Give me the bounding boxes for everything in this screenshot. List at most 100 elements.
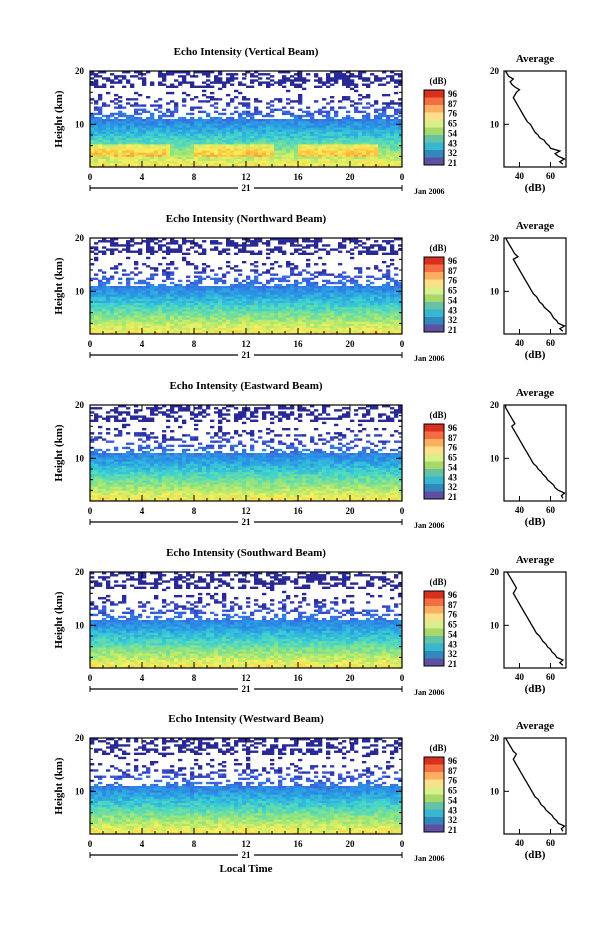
heatmap-cell [166,292,171,295]
heatmap-cell [266,112,271,116]
heatmap-cell [130,131,135,134]
heatmap-cell [118,288,123,291]
heatmap-cell [374,317,379,320]
heatmap-cell [142,135,147,139]
heatmap-cell [118,302,123,306]
heatmap-cell [358,156,363,159]
heatmap-cell [358,110,363,114]
heatmap-cell [174,311,179,314]
heatmap-cell [326,250,331,253]
heatmap-cell [334,154,339,157]
heatmap-cell [166,250,171,253]
heatmap-cell [326,77,331,80]
heatmap-cell [342,160,347,164]
heatmap-cell [382,108,387,111]
heatmap-cell [250,323,255,326]
heatmap-cell [382,102,387,105]
heatmap-cell [266,244,271,247]
heatmap-cell [274,302,279,306]
heatmap-cell [134,296,139,299]
heatmap-cell [338,275,343,278]
heatmap-cell [258,148,263,151]
heatmap-cell [126,325,131,329]
heatmap-cell [386,277,391,281]
heatmap-cell [366,160,371,164]
heatmap-cell [386,137,391,141]
heatmap-cell [374,102,379,105]
heatmap-cell [302,127,307,130]
heatmap-cell [286,313,291,316]
heatmap-cell [214,123,219,126]
heatmap-cell [366,313,371,316]
heatmap-cell [294,244,299,247]
heatmap-cell [126,79,131,82]
heatmap-cell [282,141,287,145]
heatmap-cell [182,156,187,159]
heatmap-cell [278,288,283,291]
heatmap-cell [234,96,239,99]
heatmap-cell [154,311,159,314]
heatmap-cell [286,311,291,314]
heatmap-cell [142,331,147,335]
heatmap-cell [310,158,315,162]
heatmap-cell [286,152,291,155]
heatmap-cell [158,319,163,322]
heatmap-cell [238,292,243,295]
heatmap-cell [362,71,367,74]
heatmap-cell [98,311,103,314]
heatmap-cell [362,150,367,153]
heatmap-cell [186,240,191,243]
heatmap-cell [358,294,363,297]
heatmap-cell [242,133,247,136]
heatmap-cell [130,160,135,164]
heatmap-cell [138,131,143,134]
heatmap-cell [210,81,215,84]
heatmap-cell [338,131,343,134]
heatmap-cell [274,160,279,164]
heatmap-cell [394,144,399,147]
heatmap-cell [182,75,187,78]
heatmap-cell [170,240,175,243]
heatmap-cell [162,152,167,155]
heatmap-cell [322,129,327,132]
heatmap-cell [178,129,183,132]
heatmap-cell [182,137,187,141]
heatmap-cell [182,125,187,128]
heatmap-cell [294,290,299,293]
heatmap-cell [278,100,283,103]
heatmap-cell [326,160,331,164]
heatmap-cell [366,252,371,255]
heatmap-cell [202,288,207,291]
heatmap-cell [366,162,371,166]
heatmap-cell [346,83,351,86]
heatmap-cell [286,296,291,299]
heatmap-cell [398,127,403,130]
heatmap-cell [138,252,143,255]
heatmap-cell [314,283,319,287]
heatmap-cell [150,323,155,326]
heatmap-cell [90,121,95,124]
heatmap-cell [98,119,103,122]
heatmap-cell [390,294,395,297]
heatmap-cell [266,127,271,130]
heatmap-cell [394,296,399,299]
heatmap-cell [350,315,355,318]
heatmap-cell [226,296,231,299]
heatmap-cell [278,144,283,147]
heatmap-cell [238,137,243,141]
heatmap-cell [146,131,151,134]
heatmap-cell [262,164,267,168]
heatmap-cell [262,263,267,266]
heatmap-cell [122,319,127,322]
heatmap-cell [206,286,211,289]
heatmap-cell [154,323,159,326]
heatmap-cell [278,290,283,293]
heatmap-cell [290,325,295,329]
heatmap-cell [306,294,311,297]
heatmap-cell [118,281,123,285]
colorbar-band [424,157,444,166]
heatmap-cell [298,133,303,136]
heatmap-cell [382,141,387,145]
heatmap-cell [226,79,231,82]
heatmap-cell [306,123,311,126]
